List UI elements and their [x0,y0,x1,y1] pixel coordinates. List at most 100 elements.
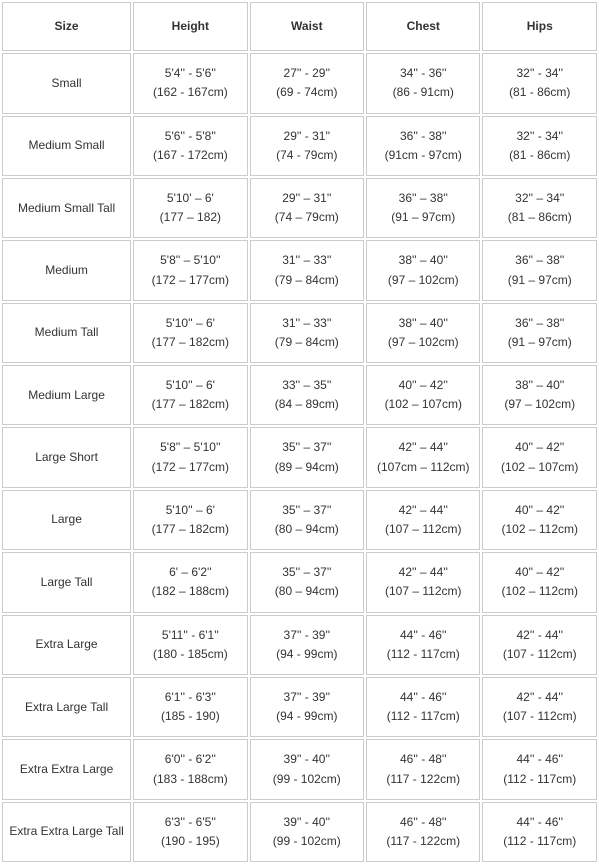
value-metric: (107cm – 112cm) [371,458,475,477]
cell-height: 6'3'' - 6'5''(190 - 195) [133,802,247,862]
table-row: Extra Extra Large6'0'' - 6'2''(183 - 188… [2,739,597,799]
table-row: Small5'4'' - 5'6''(162 - 167cm)27'' - 29… [2,53,597,113]
table-row: Medium Large5'10'' – 6'(177 – 182cm) 33''… [2,365,597,425]
value-metric: (99 - 102cm) [255,770,359,789]
cell-chest: 42'' – 44''(107 – 112cm) [366,490,480,550]
value-imperial: 37'' - 39'' [255,688,359,707]
value-metric: (183 - 188cm) [138,770,242,789]
value-metric: (69 - 74cm) [255,83,359,102]
table-body: Small5'4'' - 5'6''(162 - 167cm)27'' - 29… [2,53,597,862]
value-metric: (112 - 117cm) [487,770,592,789]
value-imperial: 31'' – 33'' [255,314,359,333]
value-imperial: 39'' - 40'' [255,750,359,769]
table-row: Medium5'8'' – 5'10''(172 – 177cm)31'' – … [2,240,597,300]
value-metric: (107 - 112cm) [487,645,592,664]
value-metric: (102 – 112cm) [487,582,592,601]
value-metric: (182 – 188cm) [138,582,242,601]
value-imperial: 44'' - 46'' [371,688,475,707]
table-row: Medium Small5'6'' - 5'8''(167 - 172cm)29… [2,116,597,176]
cell-waist: 37'' - 39''(94 - 99cm) [250,677,364,737]
value-imperial: 42'' - 44'' [487,688,592,707]
cell-chest: 46'' - 48''(117 - 122cm) [366,802,480,862]
value-imperial: 29'' - 31'' [255,127,359,146]
value-metric: (80 – 94cm) [255,582,359,601]
table-header: Size Height Waist Chest Hips [2,2,597,51]
value-metric: (97 – 102cm) [487,395,592,414]
cell-height: 5'4'' - 5'6''(162 - 167cm) [133,53,247,113]
value-metric: (172 – 177cm) [138,458,242,477]
value-metric: (107 – 112cm) [371,520,475,539]
value-metric: (180 - 185cm) [138,645,242,664]
cell-height: 5'11'' - 6'1''(180 - 185cm) [133,615,247,675]
cell-waist: 35'' – 37''(80 – 94cm) [250,490,364,550]
value-imperial: 42'' – 44'' [371,438,475,457]
value-metric: (91 – 97cm) [487,271,592,290]
value-imperial: 33'' – 35'' [255,376,359,395]
cell-size: Medium [2,240,131,300]
value-imperial: 35'' – 37'' [255,563,359,582]
value-imperial: 5'4'' - 5'6'' [138,64,242,83]
table-row: Large Short5'8'' – 5'10''(172 – 177cm)35… [2,427,597,487]
cell-hips: 32'' - 34''(81 - 86cm) [482,116,597,176]
cell-waist: 29'' - 31''(74 - 79cm) [250,116,364,176]
value-metric: (177 – 182) [138,208,242,227]
value-metric: (102 – 107cm) [371,395,475,414]
value-imperial: 5'11'' - 6'1'' [138,626,242,645]
value-imperial: 36'' - 38'' [371,127,475,146]
col-hips: Hips [482,2,597,51]
value-imperial: 40'' – 42'' [371,376,475,395]
cell-height: 5'8'' – 5'10''(172 – 177cm) [133,240,247,300]
value-metric: (102 – 107cm) [487,458,592,477]
value-imperial: 46'' - 48'' [371,750,475,769]
cell-waist: 35'' – 37''(89 – 94cm) [250,427,364,487]
cell-waist: 35'' – 37''(80 – 94cm) [250,552,364,612]
cell-size: Medium Tall [2,303,131,363]
value-metric: (177 – 182cm) [138,395,242,414]
col-chest: Chest [366,2,480,51]
value-metric: (86 - 91cm) [371,83,475,102]
value-metric: (107 - 112cm) [487,707,592,726]
value-imperial: 5'10'' – 6' [138,314,242,333]
value-metric: (162 - 167cm) [138,83,242,102]
cell-size: Extra Large Tall [2,677,131,737]
cell-chest: 42'' – 44''(107cm – 112cm) [366,427,480,487]
value-imperial: 5'10'' – 6' [138,501,242,520]
value-metric: (81 - 86cm) [487,146,592,165]
cell-hips: 44'' - 46''(112 - 117cm) [482,739,597,799]
value-metric: (74 – 79cm) [255,208,359,227]
cell-waist: 39'' - 40''(99 - 102cm) [250,802,364,862]
cell-size: Large Tall [2,552,131,612]
table-row: Extra Extra Large Tall6'3'' - 6'5''(190 … [2,802,597,862]
value-metric: (79 – 84cm) [255,271,359,290]
cell-waist: 31'' – 33''(79 – 84cm) [250,240,364,300]
value-imperial: 32'' – 34'' [487,189,592,208]
table-row: Medium Small Tall5'10' – 6'(177 – 182)29… [2,178,597,238]
cell-chest: 46'' - 48''(117 - 122cm) [366,739,480,799]
value-metric: (177 – 182cm) [138,520,242,539]
cell-chest: 44'' - 46''(112 - 117cm) [366,677,480,737]
value-imperial: 5'6'' - 5'8'' [138,127,242,146]
value-imperial: 35'' – 37'' [255,501,359,520]
cell-height: 5'6'' - 5'8''(167 - 172cm) [133,116,247,176]
cell-size: Medium Large [2,365,131,425]
cell-size: Large Short [2,427,131,487]
value-metric: (172 – 177cm) [138,271,242,290]
table-row: Medium Tall5'10'' – 6'(177 – 182cm)31'' … [2,303,597,363]
cell-height: 6'0'' - 6'2''(183 - 188cm) [133,739,247,799]
value-imperial: 36'' – 38'' [487,314,592,333]
value-imperial: 27'' - 29'' [255,64,359,83]
cell-height: 5'10'' – 6'(177 – 182cm) [133,365,247,425]
cell-waist: 29'' – 31''(74 – 79cm) [250,178,364,238]
value-imperial: 34'' - 36'' [371,64,475,83]
value-imperial: 38'' – 40'' [371,251,475,270]
cell-waist: 39'' - 40''(99 - 102cm) [250,739,364,799]
value-imperial: 42'' – 44'' [371,501,475,520]
value-imperial: 6' – 6'2'' [138,563,242,582]
cell-height: 6' – 6'2''(182 – 188cm) [133,552,247,612]
cell-size: Extra Extra Large Tall [2,802,131,862]
value-imperial: 37'' - 39'' [255,626,359,645]
value-metric: (74 - 79cm) [255,146,359,165]
value-metric: (99 - 102cm) [255,832,359,851]
value-metric: (117 - 122cm) [371,832,475,851]
value-imperial: 32'' - 34'' [487,127,592,146]
